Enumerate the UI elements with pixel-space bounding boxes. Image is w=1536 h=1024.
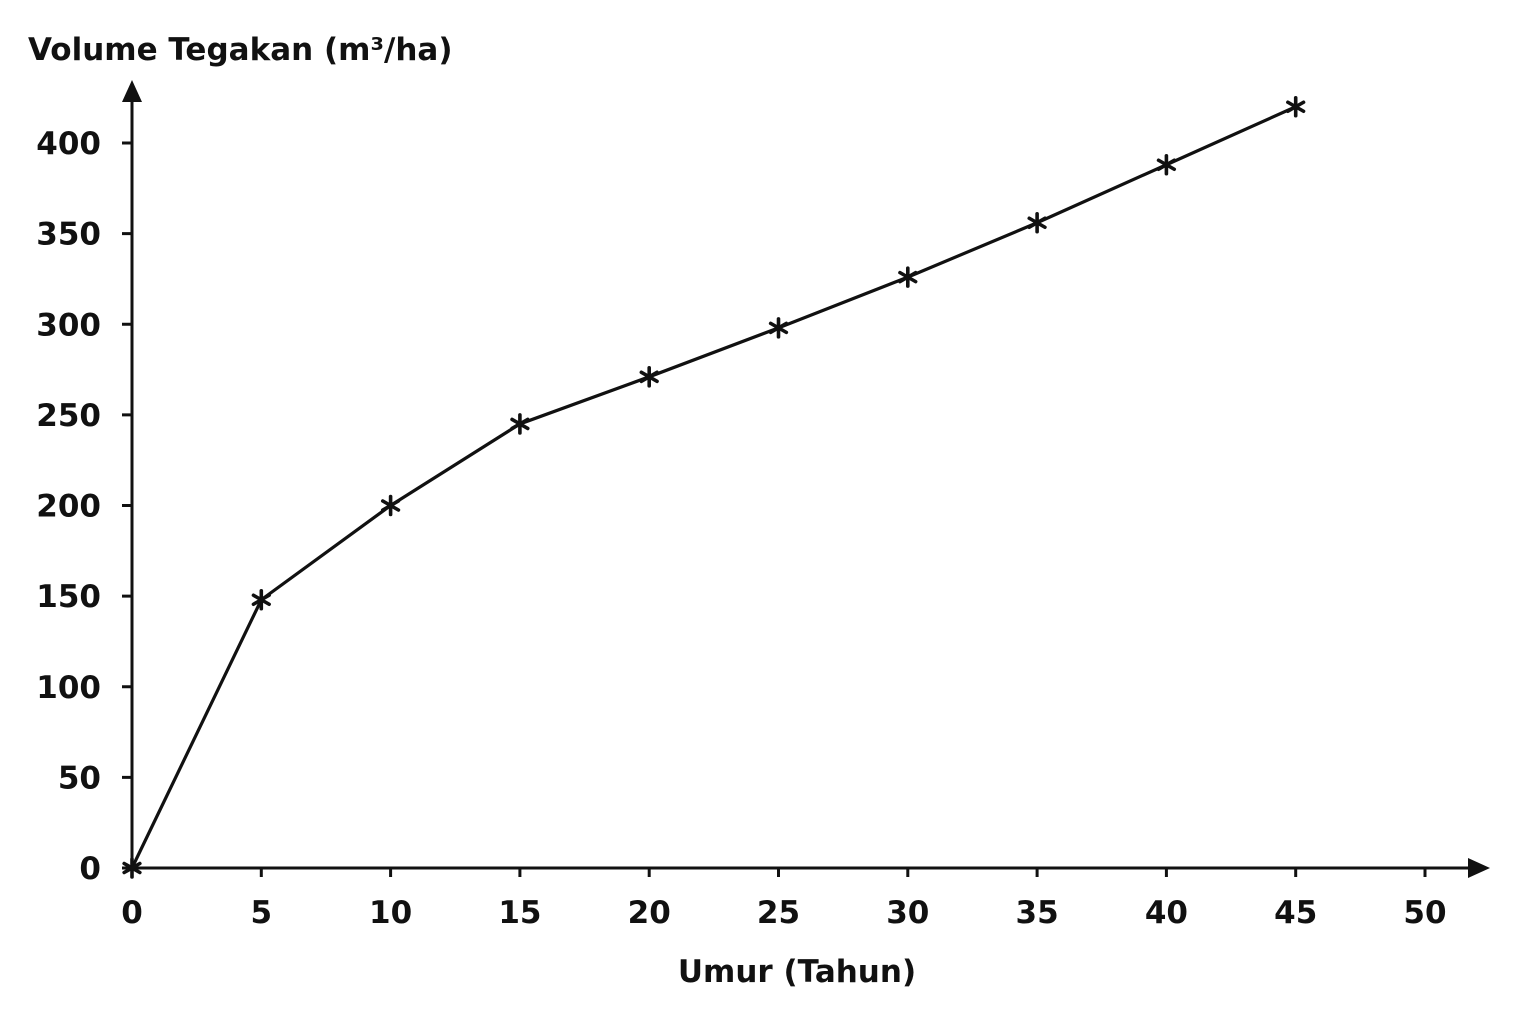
y-axis-arrow-icon [122, 80, 142, 102]
data-point-marker [898, 266, 918, 288]
x-tick-label: 15 [498, 895, 541, 931]
y-tick-label: 300 [36, 307, 101, 343]
x-tick-label: 50 [1403, 895, 1446, 931]
data-point-marker [639, 366, 659, 388]
series-line [130, 105, 1297, 869]
y-tick-label: 150 [36, 579, 101, 615]
x-tick-label: 20 [628, 895, 671, 931]
x-tick-label: 35 [1016, 895, 1059, 931]
data-point-marker [768, 317, 789, 339]
x-tick-label: 30 [886, 895, 929, 931]
data-point-marker [1027, 211, 1047, 234]
y-tick-label: 350 [36, 217, 101, 253]
y-tick-label: 0 [79, 851, 101, 887]
data-point-marker [1286, 95, 1306, 118]
data-point-marker [122, 857, 142, 879]
x-tick-label: 40 [1145, 895, 1188, 931]
y-tick-label: 100 [36, 670, 101, 706]
x-axis-arrow-icon [1468, 858, 1490, 878]
y-tick-label: 400 [36, 126, 101, 162]
data-point-marker [251, 588, 271, 611]
x-tick-label: 5 [251, 895, 273, 931]
data-point-marker [380, 494, 401, 517]
y-tick-label: 250 [36, 398, 101, 434]
axis-ticks: 0 5 10 15 20 25 30 35 40 45 50 0 50 100 150 200 250 300 35… [36, 126, 1446, 931]
data-point-marker [510, 413, 530, 435]
chart-axes [122, 80, 1490, 878]
x-tick-label: 45 [1274, 895, 1317, 931]
x-tick-label: 0 [121, 895, 143, 931]
series-group [122, 95, 1306, 879]
y-tick-label: 200 [36, 489, 101, 525]
y-tick-label: 50 [58, 760, 101, 796]
x-tick-label: 25 [757, 895, 800, 931]
data-point-marker [1156, 153, 1177, 176]
y-axis-title: Volume Tegakan (m³/ha) [28, 32, 453, 68]
x-tick-label: 10 [369, 895, 412, 931]
x-axis-title: Umur (Tahun) [678, 954, 916, 990]
